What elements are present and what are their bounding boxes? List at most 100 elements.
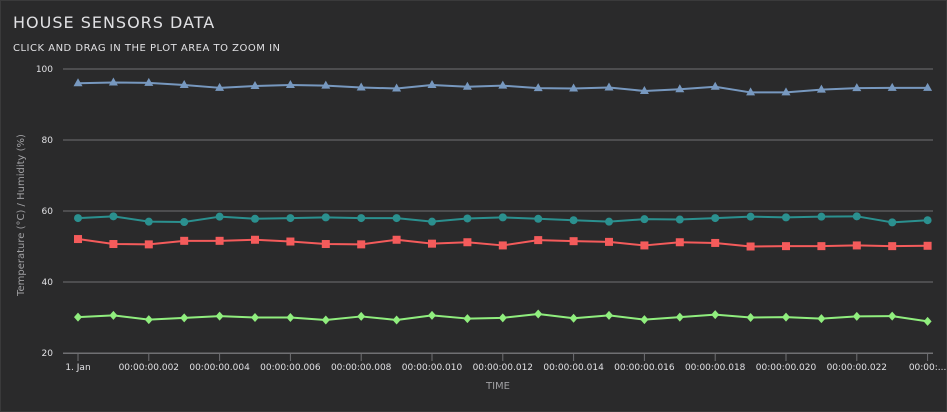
data-point[interactable] bbox=[817, 314, 825, 323]
x-tick-label: 00:00:00.016 bbox=[614, 363, 675, 373]
x-tick-label: 00:00:00.020 bbox=[756, 363, 817, 373]
data-point[interactable] bbox=[180, 237, 188, 245]
data-point[interactable] bbox=[74, 313, 82, 322]
data-point[interactable] bbox=[853, 312, 861, 321]
data-point[interactable] bbox=[428, 311, 436, 320]
data-point[interactable] bbox=[109, 77, 118, 85]
data-point[interactable] bbox=[322, 240, 330, 248]
data-point[interactable] bbox=[180, 218, 188, 226]
data-point[interactable] bbox=[322, 213, 330, 221]
x-tick-label: 00:00:... bbox=[909, 363, 946, 373]
data-point[interactable] bbox=[924, 216, 932, 224]
data-point[interactable] bbox=[640, 315, 648, 324]
data-point[interactable] bbox=[605, 311, 613, 320]
data-point[interactable] bbox=[888, 218, 896, 226]
data-point[interactable] bbox=[711, 82, 720, 90]
data-point[interactable] bbox=[109, 212, 117, 220]
data-point[interactable] bbox=[357, 312, 365, 321]
series-diamond bbox=[74, 309, 932, 325]
data-point[interactable] bbox=[534, 215, 542, 223]
data-point[interactable] bbox=[888, 242, 896, 250]
data-point[interactable] bbox=[428, 80, 437, 88]
data-point[interactable] bbox=[499, 213, 507, 221]
x-tick-label: 1. Jan bbox=[65, 363, 90, 373]
y-tick-label: 20 bbox=[42, 349, 54, 359]
data-point[interactable] bbox=[605, 238, 613, 246]
data-point[interactable] bbox=[782, 242, 790, 250]
data-point[interactable] bbox=[393, 214, 401, 222]
data-point[interactable] bbox=[145, 218, 153, 226]
data-point[interactable] bbox=[924, 242, 932, 250]
data-point[interactable] bbox=[711, 310, 719, 319]
series-circle bbox=[74, 212, 932, 226]
data-point[interactable] bbox=[782, 313, 790, 322]
data-point[interactable] bbox=[286, 214, 294, 222]
data-point[interactable] bbox=[534, 236, 542, 244]
data-point[interactable] bbox=[676, 238, 684, 246]
data-point[interactable] bbox=[251, 236, 259, 244]
data-point[interactable] bbox=[322, 315, 330, 324]
data-point[interactable] bbox=[747, 313, 755, 322]
grid-lines bbox=[63, 69, 933, 353]
data-point[interactable] bbox=[428, 218, 436, 226]
data-point[interactable] bbox=[180, 313, 188, 322]
data-point[interactable] bbox=[498, 81, 507, 89]
data-point[interactable] bbox=[251, 215, 259, 223]
data-point[interactable] bbox=[145, 315, 153, 324]
data-point[interactable] bbox=[853, 241, 861, 249]
data-point[interactable] bbox=[393, 236, 401, 244]
data-point[interactable] bbox=[640, 215, 648, 223]
series-triangle bbox=[74, 77, 933, 95]
axis-labels: TIME Temperature (°C) / Humidity (%) 204… bbox=[16, 65, 946, 392]
data-point[interactable] bbox=[357, 240, 365, 248]
y-tick-label: 40 bbox=[42, 278, 54, 288]
data-point[interactable] bbox=[286, 313, 294, 322]
data-point[interactable] bbox=[428, 240, 436, 248]
x-tick-label: 00:00:00.014 bbox=[543, 363, 604, 373]
data-point[interactable] bbox=[499, 313, 507, 322]
data-point[interactable] bbox=[570, 216, 578, 224]
data-point[interactable] bbox=[640, 241, 648, 249]
data-point[interactable] bbox=[499, 241, 507, 249]
x-tick-label: 00:00:00.018 bbox=[685, 363, 746, 373]
data-point[interactable] bbox=[463, 314, 471, 323]
data-point[interactable] bbox=[711, 239, 719, 247]
data-point[interactable] bbox=[817, 213, 825, 221]
data-point[interactable] bbox=[216, 312, 224, 321]
data-point[interactable] bbox=[747, 243, 755, 251]
data-point[interactable] bbox=[286, 80, 295, 88]
data-point[interactable] bbox=[888, 312, 896, 321]
data-point[interactable] bbox=[216, 213, 224, 221]
data-point[interactable] bbox=[676, 216, 684, 224]
data-point[interactable] bbox=[853, 212, 861, 220]
data-point[interactable] bbox=[570, 237, 578, 245]
data-point[interactable] bbox=[251, 313, 259, 322]
data-point[interactable] bbox=[782, 213, 790, 221]
data-point[interactable] bbox=[393, 315, 401, 324]
data-point[interactable] bbox=[534, 309, 542, 318]
data-point[interactable] bbox=[74, 214, 82, 222]
data-point[interactable] bbox=[216, 237, 224, 245]
data-point[interactable] bbox=[286, 238, 294, 246]
x-tick-label: 00:00:00.010 bbox=[402, 363, 463, 373]
data-point[interactable] bbox=[888, 83, 897, 91]
data-point[interactable] bbox=[109, 240, 117, 248]
data-point[interactable] bbox=[357, 214, 365, 222]
axes bbox=[63, 353, 933, 361]
data-point[interactable] bbox=[463, 214, 471, 222]
data-point[interactable] bbox=[605, 82, 614, 90]
data-point[interactable] bbox=[74, 235, 82, 243]
data-point[interactable] bbox=[605, 218, 613, 226]
data-point[interactable] bbox=[570, 314, 578, 323]
data-point[interactable] bbox=[463, 238, 471, 246]
data-point[interactable] bbox=[711, 214, 719, 222]
data-point[interactable] bbox=[676, 313, 684, 322]
data-point[interactable] bbox=[109, 311, 117, 320]
data-point[interactable] bbox=[924, 317, 932, 326]
data-point[interactable] bbox=[923, 83, 932, 91]
data-point[interactable] bbox=[145, 240, 153, 248]
data-point[interactable] bbox=[747, 213, 755, 221]
data-point[interactable] bbox=[817, 242, 825, 250]
